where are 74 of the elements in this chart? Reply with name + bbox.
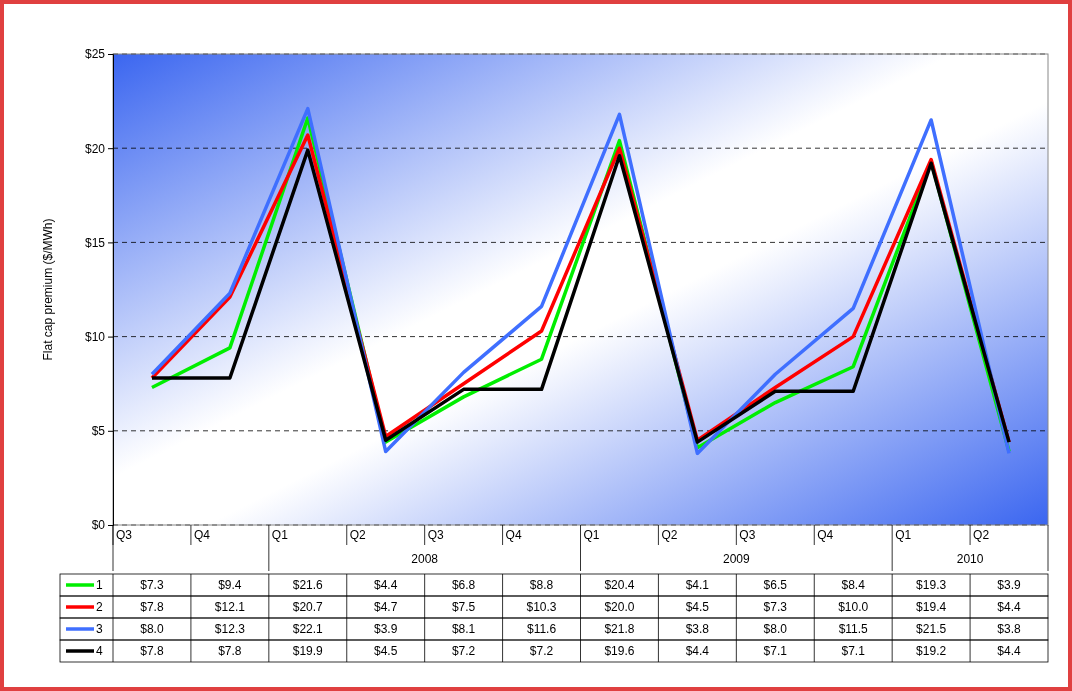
legend-label: 1 <box>96 578 103 592</box>
data-label: $21.5 <box>916 622 947 636</box>
data-label: $3.9 <box>374 622 398 636</box>
data-label: $20.7 <box>292 600 324 614</box>
y-tick-label: $20 <box>84 141 106 156</box>
data-label: $6.5 <box>763 578 788 592</box>
data-label: $7.1 <box>841 644 866 658</box>
text: 2009 <box>722 552 750 566</box>
data-label: $4.5 <box>374 644 398 658</box>
data-label: $20.4 <box>604 578 635 592</box>
y-tick-label: $10 <box>84 329 106 344</box>
data-label: $11.6 <box>526 622 557 636</box>
x-tick-label: Q2 <box>661 528 678 542</box>
data-label: $7.8 <box>140 644 164 658</box>
y-tick-label: $0 <box>91 518 106 533</box>
data-label: $12.1 <box>214 600 246 614</box>
data-label: $4.4 <box>997 600 1022 614</box>
data-label: $19.3 <box>916 578 947 592</box>
data-label: $8.0 <box>140 622 164 636</box>
data-label: $8.8 <box>529 578 554 592</box>
data-label: $19.2 <box>916 644 947 658</box>
data-label: $7.5 <box>451 600 476 614</box>
data-label: $6.8 <box>451 578 476 592</box>
x-tick-label: Q3 <box>116 528 133 542</box>
y-tick-label: $25 <box>84 47 106 62</box>
legend-label: 3 <box>96 622 103 636</box>
data-label: $7.3 <box>763 600 788 614</box>
x-tick-label: Q3 <box>427 528 444 542</box>
data-label: $3.8 <box>997 622 1022 636</box>
text: 2010 <box>956 552 984 566</box>
x-tick-label: Q1 <box>271 528 289 542</box>
data-label: $10.3 <box>526 600 557 614</box>
x-tick-label: Q1 <box>583 528 600 542</box>
data-label: $8.1 <box>451 622 476 636</box>
data-label: $7.8 <box>218 644 242 658</box>
legend-label: 2 <box>96 600 103 614</box>
x-tick-label: Q4 <box>193 528 211 542</box>
data-label: $21.8 <box>604 622 635 636</box>
x-tick-label: Q2 <box>973 528 990 542</box>
data-label: $22.1 <box>292 622 324 636</box>
data-label: $10.0 <box>838 600 869 614</box>
data-label: $4.4 <box>685 644 710 658</box>
x-tick-label: Q3 <box>739 528 756 542</box>
data-label: $4.4 <box>997 644 1022 658</box>
data-label: $7.8 <box>140 600 164 614</box>
data-label: $7.2 <box>451 644 476 658</box>
data-label: $7.3 <box>140 578 164 592</box>
data-label: $19.4 <box>916 600 947 614</box>
x-tick-label: Q4 <box>817 528 834 542</box>
data-label: $4.7 <box>374 600 398 614</box>
legend-label: 4 <box>96 644 103 658</box>
data-label: $4.4 <box>374 578 398 592</box>
data-label: $4.1 <box>685 578 710 592</box>
data-label: $19.6 <box>604 644 635 658</box>
y-tick-label: $15 <box>84 235 106 250</box>
data-label: $21.6 <box>292 578 324 592</box>
data-label: $3.9 <box>997 578 1022 592</box>
data-label: $20.0 <box>604 600 635 614</box>
data-label: $3.8 <box>685 622 710 636</box>
data-label: $4.5 <box>685 600 710 614</box>
data-label: $9.4 <box>218 578 242 592</box>
data-label: $7.1 <box>763 644 788 658</box>
data-label: $8.4 <box>841 578 866 592</box>
data-label: $11.5 <box>838 622 869 636</box>
data-label: $8.0 <box>763 622 788 636</box>
x-tick-label: Q1 <box>895 528 912 542</box>
y-axis-title: Flat cap premium ($/MWh) <box>41 218 55 361</box>
data-label: $12.3 <box>214 622 246 636</box>
x-tick-label: Q2 <box>349 528 367 542</box>
text: 2008 <box>411 552 439 566</box>
data-label: $19.9 <box>292 644 324 658</box>
data-label: $7.2 <box>529 644 554 658</box>
y-tick-label: $5 <box>91 424 106 439</box>
x-tick-label: Q4 <box>505 528 522 542</box>
